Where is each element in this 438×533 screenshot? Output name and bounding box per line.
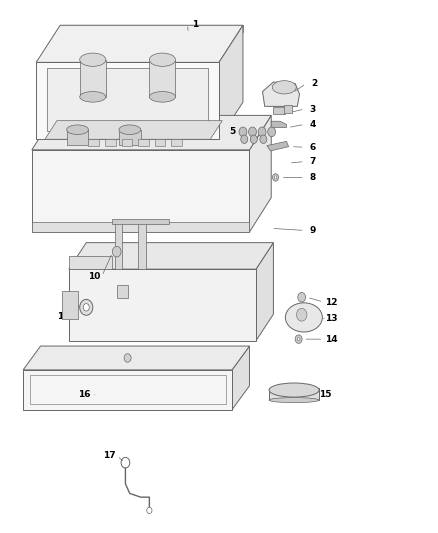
- Text: 13: 13: [325, 314, 338, 323]
- Circle shape: [297, 337, 300, 341]
- Bar: [30, 375, 226, 405]
- Ellipse shape: [272, 80, 296, 94]
- Polygon shape: [219, 25, 243, 139]
- Bar: [117, 285, 127, 298]
- Polygon shape: [23, 346, 250, 370]
- Circle shape: [268, 127, 276, 136]
- Bar: [284, 106, 292, 113]
- Ellipse shape: [149, 53, 176, 66]
- Circle shape: [249, 127, 256, 136]
- Bar: [119, 130, 141, 144]
- Bar: [32, 150, 250, 232]
- Ellipse shape: [269, 398, 319, 402]
- Polygon shape: [113, 219, 169, 224]
- Text: 9: 9: [309, 226, 316, 235]
- Bar: [121, 139, 132, 146]
- Text: 8: 8: [310, 173, 316, 182]
- Circle shape: [258, 127, 266, 136]
- Polygon shape: [62, 290, 78, 319]
- Ellipse shape: [269, 383, 319, 397]
- Bar: [171, 139, 182, 146]
- Text: 3: 3: [310, 104, 316, 114]
- Polygon shape: [60, 25, 243, 31]
- Bar: [105, 139, 116, 146]
- Polygon shape: [32, 222, 250, 232]
- Polygon shape: [69, 243, 273, 269]
- Bar: [88, 139, 99, 146]
- Circle shape: [124, 354, 131, 362]
- Bar: [269, 388, 319, 400]
- Text: 7: 7: [309, 157, 316, 166]
- Ellipse shape: [149, 92, 176, 102]
- Polygon shape: [250, 115, 271, 232]
- Text: 10: 10: [88, 271, 100, 280]
- Text: 4: 4: [309, 120, 316, 129]
- Circle shape: [113, 246, 121, 257]
- Ellipse shape: [80, 92, 106, 102]
- Polygon shape: [45, 120, 222, 139]
- Text: 11: 11: [57, 312, 70, 321]
- Bar: [273, 107, 285, 114]
- Bar: [80, 60, 106, 97]
- Polygon shape: [256, 243, 273, 341]
- Circle shape: [272, 174, 279, 181]
- Circle shape: [298, 293, 306, 302]
- Text: 14: 14: [325, 335, 338, 344]
- Text: 5: 5: [229, 127, 235, 136]
- Text: 6: 6: [310, 143, 316, 152]
- Polygon shape: [32, 115, 271, 150]
- Bar: [155, 139, 166, 146]
- Polygon shape: [115, 221, 122, 269]
- Circle shape: [147, 507, 152, 514]
- Text: 15: 15: [319, 390, 332, 399]
- Ellipse shape: [119, 125, 141, 134]
- Circle shape: [80, 300, 93, 316]
- Polygon shape: [138, 221, 146, 269]
- Circle shape: [295, 335, 302, 343]
- Circle shape: [121, 457, 130, 468]
- Polygon shape: [69, 256, 113, 269]
- Ellipse shape: [80, 53, 106, 66]
- Polygon shape: [232, 346, 250, 410]
- Text: 17: 17: [103, 451, 116, 461]
- Bar: [67, 130, 88, 144]
- Circle shape: [83, 304, 89, 311]
- Bar: [36, 62, 219, 139]
- Polygon shape: [36, 25, 243, 62]
- Bar: [47, 68, 208, 131]
- Text: 16: 16: [78, 390, 90, 399]
- Bar: [23, 370, 232, 410]
- Circle shape: [241, 135, 248, 143]
- Circle shape: [274, 176, 277, 179]
- Circle shape: [239, 127, 247, 136]
- Bar: [149, 60, 176, 97]
- Bar: [69, 269, 256, 341]
- Polygon shape: [262, 82, 300, 107]
- Circle shape: [297, 309, 307, 321]
- Polygon shape: [267, 141, 289, 151]
- Ellipse shape: [286, 303, 322, 332]
- Text: 1: 1: [192, 20, 198, 29]
- Circle shape: [260, 135, 267, 143]
- Text: 12: 12: [325, 297, 338, 306]
- Ellipse shape: [67, 125, 88, 134]
- Circle shape: [251, 135, 257, 143]
- Polygon shape: [271, 121, 286, 127]
- Text: 2: 2: [311, 79, 317, 88]
- Bar: [138, 139, 149, 146]
